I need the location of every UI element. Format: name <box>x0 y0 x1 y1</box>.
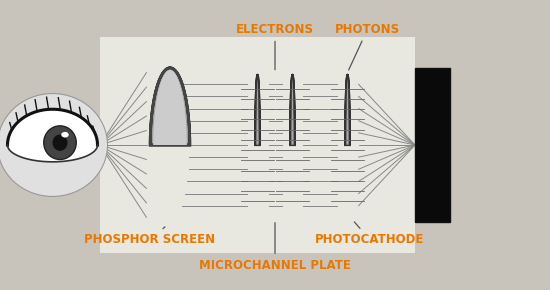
Ellipse shape <box>52 135 68 151</box>
Polygon shape <box>100 37 415 253</box>
Ellipse shape <box>61 132 69 137</box>
Polygon shape <box>153 70 187 145</box>
Polygon shape <box>292 80 294 145</box>
Polygon shape <box>150 68 190 145</box>
Text: PHOSPHOR SCREEN: PHOSPHOR SCREEN <box>85 227 216 246</box>
Ellipse shape <box>44 126 76 160</box>
Polygon shape <box>345 75 350 145</box>
Text: PHOTOCATHODE: PHOTOCATHODE <box>315 222 425 246</box>
Polygon shape <box>256 80 258 145</box>
Ellipse shape <box>0 94 107 196</box>
Polygon shape <box>346 80 349 145</box>
Text: MICROCHANNEL PLATE: MICROCHANNEL PLATE <box>199 223 351 272</box>
Polygon shape <box>415 68 450 222</box>
Text: ELECTRONS: ELECTRONS <box>236 23 314 70</box>
Text: PHOTONS: PHOTONS <box>335 23 400 70</box>
Polygon shape <box>255 75 260 145</box>
Polygon shape <box>8 109 97 162</box>
Polygon shape <box>290 75 295 145</box>
